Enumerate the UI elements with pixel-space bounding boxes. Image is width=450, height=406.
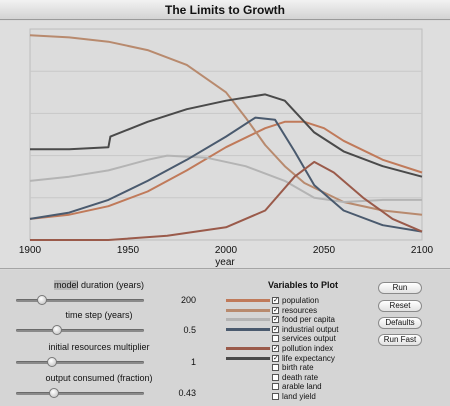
variable-food-per-capita[interactable]: ✓ food per capita [226,315,372,325]
variable-industrial-output[interactable]: ✓ industrial output [226,325,372,335]
window-title: The Limits to Growth [0,0,450,20]
checkbox[interactable]: ✓ [272,297,279,304]
checkbox-label: death rate [282,372,319,382]
slider-track[interactable] [16,329,144,332]
checkbox-label: land yield [282,391,316,401]
slider-label: time step (years) [65,310,133,320]
slider-track[interactable] [16,361,144,364]
checkbox-label: industrial output [282,324,339,334]
time-step-slider[interactable]: time step (years) 0.5 [6,310,196,340]
variables-title: Variables to Plot [268,280,339,290]
variable-services-output[interactable]: services output [226,334,372,344]
x-tick-label: 2000 [214,245,238,256]
legend-swatch [226,327,270,331]
x-tick-label: 2050 [312,245,336,256]
variable-life-expectancy[interactable]: ✓ life expectancy [226,354,372,364]
slider-track[interactable] [16,299,144,302]
slider-label-highlight: model [53,280,79,290]
variable-pollution-index[interactable]: ✓ pollution index [226,344,372,354]
output-consumed-slider[interactable]: output consumed (fraction) 0.43 [6,373,196,403]
checkbox[interactable]: ✓ [272,306,279,314]
legend-swatch [226,299,270,302]
slider-value: 0.43 [178,388,196,398]
series-line-food-per-capita [29,154,422,203]
variable-population[interactable]: ✓ population [226,296,372,306]
x-tick-label: 1950 [116,245,140,256]
slider-value: 1 [190,357,196,367]
reset-button[interactable]: Reset [378,300,422,312]
series-line-industrial-output [29,116,423,233]
initial-resources-slider[interactable]: initial resources multiplier 1 [6,342,196,372]
slider-label: initial resources multiplier [48,342,150,352]
checkbox[interactable]: ✓ [272,344,279,352]
checkbox[interactable]: ✓ [272,325,279,333]
variable-arable-land[interactable]: arable land [226,382,372,392]
slider-label: output consumed (fraction) [45,373,153,383]
legend-swatch [226,308,270,312]
x-tick-label: 2100 [410,245,434,256]
checkbox[interactable] [272,335,279,343]
slider-thumb[interactable] [46,357,57,367]
legend-swatch [226,318,270,322]
checkbox-label: food per capita [282,315,335,325]
variable-resources[interactable]: ✓ resources [226,306,372,316]
legend-swatch [226,356,270,360]
variable-land-yield[interactable]: land yield [226,392,372,402]
variables-list: ✓ population ✓ resources ✓ food per capita ✓ in… [226,296,372,402]
slider-value: 200 [180,295,196,305]
slider-label: model duration (years) [6,280,192,290]
series-line-services-output [30,93,423,178]
defaults-button[interactable]: Defaults [378,317,422,329]
series-line-pollution-index [30,160,423,241]
plot-frame [29,28,423,241]
slider-thumb[interactable] [51,325,62,335]
slider-label-rest: duration (years) [78,280,145,290]
checkbox-label: population [282,296,319,305]
checkbox-label: life expectancy [282,353,335,363]
line-chart [29,28,423,241]
run-button[interactable]: Run [378,282,422,294]
variable-death-rate[interactable]: death rate [226,373,372,383]
slider-thumb[interactable] [49,388,60,398]
checkbox-label: services output [282,334,336,344]
x-axis-label: year [215,257,235,268]
checkbox-label: birth rate [282,363,314,373]
checkbox[interactable] [272,364,279,372]
checkbox[interactable] [272,373,279,381]
slider-thumb[interactable] [36,295,47,305]
checkbox-label: resources [282,305,318,315]
controls-panel: model duration (years) 200 time step (ye… [0,270,450,406]
run-fast-button[interactable]: Run Fast [378,334,422,346]
checkbox[interactable]: ✓ [272,354,279,362]
variable-birth-rate[interactable]: birth rate [226,363,372,373]
slider-track[interactable] [16,392,144,395]
checkbox[interactable] [272,392,279,400]
checkbox-label: arable land [282,382,322,392]
plot-area: year 1900 1950 2000 2050 2100 [0,21,450,269]
legend-swatch [226,346,270,350]
checkbox[interactable] [272,383,279,391]
model-duration-slider[interactable]: model duration (years) 200 [6,280,196,310]
x-tick-label: 1900 [18,245,42,256]
series-line-population [29,120,423,220]
checkbox[interactable]: ✓ [272,316,279,324]
slider-value: 0.5 [183,325,196,335]
checkbox-label: pollution index [282,343,334,353]
